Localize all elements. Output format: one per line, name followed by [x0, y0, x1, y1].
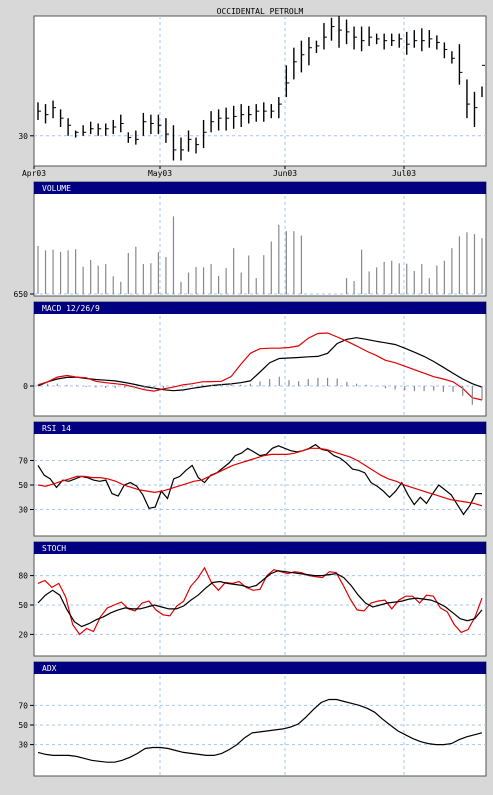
panel-header	[34, 182, 486, 194]
panel-frame	[33, 541, 487, 657]
series-line--k	[37, 566, 483, 636]
series-line-rsi	[37, 443, 482, 516]
y-tick-label: 70	[18, 701, 28, 710]
panel-title: RSI 14	[42, 424, 71, 433]
y-tick-label: 30	[18, 506, 28, 515]
panel-frame	[33, 15, 487, 167]
y-tick-label: 80	[18, 572, 28, 581]
panel-frame	[33, 661, 487, 777]
y-tick-label: 20	[18, 630, 28, 639]
series-line--d	[37, 570, 483, 628]
panel-title: VOLUME	[42, 184, 71, 193]
panel-volume: VOLUME 650	[14, 181, 487, 299]
y-tick-label: 30	[18, 132, 28, 141]
x-tick-label: Apr03	[22, 169, 46, 178]
panel-title: MACD 12/26/9	[42, 304, 100, 313]
panel-header	[34, 422, 486, 434]
panel-stoch: STOCH 80 50 20	[18, 541, 487, 657]
panel-header	[34, 662, 486, 674]
series-line-adx	[37, 698, 483, 763]
series-line-signal	[37, 447, 483, 507]
y-tick-label: 650	[14, 290, 29, 299]
y-tick-label: 70	[18, 457, 28, 466]
panel-occidental-petrolm: OCCIDENTAL PETROLM 30 Apr03 May03 Jun03 Jul03	[18, 7, 487, 178]
panel-rsi-14: RSI 14 70 50 30	[18, 421, 487, 537]
panel-frame	[33, 301, 487, 417]
series-line-macd	[37, 337, 483, 392]
panel-header	[34, 542, 486, 554]
y-tick-label: 50	[18, 721, 28, 730]
series-line-signal	[37, 332, 483, 401]
panel-frame	[33, 181, 487, 297]
panel-header	[34, 302, 486, 314]
x-tick-label: May03	[148, 169, 172, 178]
x-tick-label: Jul03	[392, 169, 416, 178]
y-tick-label: 50	[18, 601, 28, 610]
x-tick-label: Jun03	[273, 169, 297, 178]
y-tick-label: 50	[18, 481, 28, 490]
panel-title: ADX	[42, 664, 57, 673]
panel-title: STOCH	[42, 544, 66, 553]
panel-adx: ADX 70 50 30	[18, 661, 487, 777]
chart-title: OCCIDENTAL PETROLM	[217, 7, 304, 16]
y-tick-label: 0	[23, 382, 28, 391]
panel-frame	[33, 421, 487, 537]
panel-macd-12-26-9: MACD 12/26/9 0	[23, 301, 487, 417]
y-tick-label: 30	[18, 741, 28, 750]
